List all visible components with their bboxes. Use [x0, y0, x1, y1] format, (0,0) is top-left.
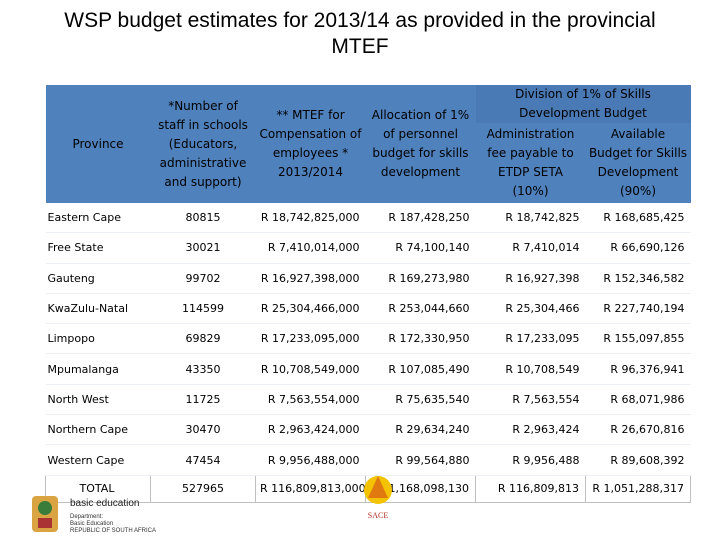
table-cell: R 16,927,398	[475, 263, 586, 294]
table-cell: R 1,051,288,317	[585, 474, 691, 503]
table-cell: Eastern Cape	[45, 203, 151, 234]
table-cell: R 187,428,250	[365, 203, 476, 234]
table-cell: 47454	[150, 444, 256, 476]
header-cell: *Number of staff in schools (Educators, …	[150, 85, 256, 203]
table-row: Mpumalanga 43350 R 10,708,549,000 R 107,085…	[45, 353, 691, 385]
coat-of-arms-detail	[38, 501, 52, 515]
table-cell: R 7,410,014,000	[255, 232, 366, 264]
table-cell: R 68,071,986	[585, 384, 691, 416]
table-cell: R 29,634,240	[365, 414, 476, 446]
table-cell: North West	[45, 384, 151, 416]
table-cell: R 116,809,813,000	[255, 474, 366, 503]
table-cell: 11725	[150, 384, 256, 416]
logo-sub: Department:	[70, 514, 103, 520]
logo-name: basic education	[70, 498, 140, 509]
budget-table: Province *Number of staff in schools (Ed…	[45, 85, 691, 503]
table-cell: R 25,304,466,000	[255, 293, 366, 325]
table-cell: R 9,956,488	[475, 444, 586, 476]
table-cell: R 17,233,095	[475, 323, 586, 355]
table-row: Limpopo 69829 R 17,233,095,000 R 172,330,95…	[45, 323, 691, 355]
table-cell: R 75,635,540	[365, 384, 476, 416]
table-cell: R 2,963,424,000	[255, 414, 366, 446]
table-cell: 30470	[150, 414, 256, 446]
table-cell: R 2,963,424	[475, 414, 586, 446]
table-cell: R 253,044,660	[365, 293, 476, 325]
table-row: Gauteng 99702 R 16,927,398,000 R 169,273,98…	[45, 263, 691, 294]
table-cell: R 96,376,941	[585, 353, 691, 385]
subheader-cell: Administration fee payable to ETDP SETA …	[475, 123, 586, 203]
table-cell: 114599	[150, 293, 256, 325]
table-cell: 99702	[150, 263, 256, 294]
header-cell: Province	[45, 85, 151, 203]
table-cell: R 7,563,554,000	[255, 384, 366, 416]
table-cell: R 25,304,466	[475, 293, 586, 325]
table-cell: R 172,330,950	[365, 323, 476, 355]
table-cell: R 116,809,813	[475, 474, 586, 503]
table-cell: R 10,708,549,000	[255, 353, 366, 385]
logo-sub: Basic Education	[70, 521, 113, 527]
table-cell: R 7,410,014	[475, 232, 586, 264]
table-cell: 80815	[150, 203, 256, 234]
table-cell: Western Cape	[45, 444, 151, 476]
table-cell: R 18,742,825,000	[255, 203, 366, 234]
table-cell: 43350	[150, 353, 256, 385]
table-cell: Mpumalanga	[45, 353, 151, 385]
table-cell: Free State	[45, 232, 151, 264]
table-cell: R 169,273,980	[365, 263, 476, 294]
table-cell: R 99,564,880	[365, 444, 476, 476]
coat-of-arms-detail	[38, 518, 52, 528]
logo-sub: REPUBLIC OF SOUTH AFRICA	[70, 528, 156, 534]
table-cell: R 7,563,554	[475, 384, 586, 416]
table-row: Eastern Cape 80815 R 18,742,825,000 R 187,4…	[45, 203, 691, 234]
sace-name: SACE	[368, 511, 389, 520]
sace-emblem-detail	[368, 476, 388, 498]
table-cell: 527965	[150, 474, 256, 503]
table-row: KwaZulu-Natal 114599 R 25,304,466,000 R 253…	[45, 293, 691, 325]
header-cell: Allocation of 1% of personnel budget for…	[365, 85, 476, 203]
table-cell: R 155,097,855	[585, 323, 691, 355]
table-body: Eastern Cape 80815 R 18,742,825,000 R 187,4…	[45, 203, 691, 503]
table-cell: R 152,346,582	[585, 263, 691, 294]
table-row: North West 11725 R 7,563,554,000 R 75,635,5…	[45, 384, 691, 416]
table-cell: R 26,670,816	[585, 414, 691, 446]
table-cell: R 107,085,490	[365, 353, 476, 385]
table-cell: Northern Cape	[45, 414, 151, 446]
table-cell: R 74,100,140	[365, 232, 476, 264]
table-cell: R 227,740,194	[585, 293, 691, 325]
header-cell: ** MTEF for Compensation of employees * …	[255, 85, 366, 203]
table-cell: 69829	[150, 323, 256, 355]
table-row: Free State 30021 R 7,410,014,000 R 74,100,1…	[45, 232, 691, 264]
table-cell: 30021	[150, 232, 256, 264]
table-cell: R 9,956,488,000	[255, 444, 366, 476]
table-cell: Limpopo	[45, 323, 151, 355]
table-cell: R 16,927,398,000	[255, 263, 366, 294]
group-header: Division of 1% of Skills Development Bud…	[475, 85, 691, 123]
subheader-cell: Available Budget for Skills Development …	[585, 123, 691, 203]
table-cell: KwaZulu-Natal	[45, 293, 151, 325]
table-cell: R 89,608,392	[585, 444, 691, 476]
table-cell: R 17,233,095,000	[255, 323, 366, 355]
table-row: Northern Cape 30470 R 2,963,424,000 R 29,63…	[45, 414, 691, 446]
slide-title: WSP budget estimates for 2013/14 as prov…	[64, 9, 656, 58]
sace-logo: SACE	[364, 476, 392, 520]
table-row: Western Cape 47454 R 9,956,488,000 R 99,564…	[45, 444, 691, 476]
table-cell: R 10,708,549	[475, 353, 586, 385]
table-cell: R 168,685,425	[585, 203, 691, 234]
dbe-logo: basic education Department: Basic Educat…	[32, 496, 156, 534]
table-cell: Gauteng	[45, 263, 151, 294]
table-cell: R 66,690,126	[585, 232, 691, 264]
table-cell: R 18,742,825	[475, 203, 586, 234]
